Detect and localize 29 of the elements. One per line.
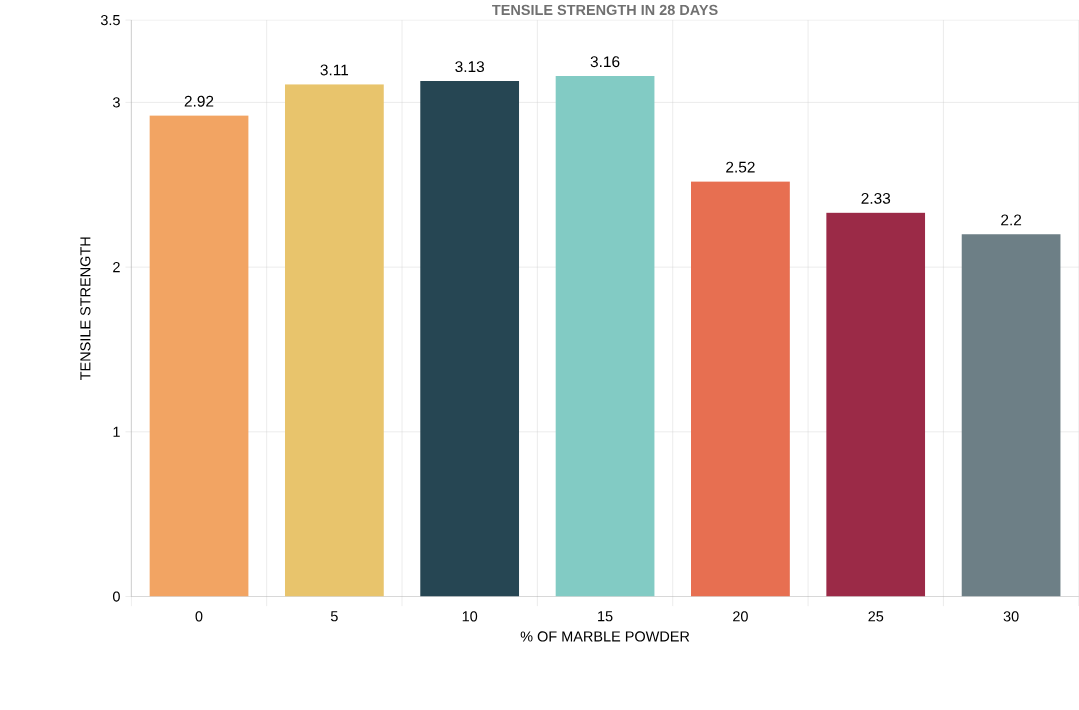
bar <box>555 75 655 597</box>
chart-title: TENSILE STRENGTH IN 28 DAYS <box>492 4 718 15</box>
x-tick-label: 10 <box>462 611 478 622</box>
x-tick-label: 20 <box>733 611 748 622</box>
bar <box>826 212 926 597</box>
data-label: 3.16 <box>590 56 620 68</box>
y-tick-label: 0 <box>112 591 120 602</box>
y-axis-title: TENSILE STRENGTH <box>80 237 91 380</box>
bar <box>284 84 384 597</box>
data-label: 3.11 <box>320 64 349 76</box>
x-tick-label: 5 <box>330 611 338 622</box>
bar <box>691 181 790 597</box>
x-tick-label: 15 <box>598 611 613 622</box>
y-tick-label: 3.5 <box>100 14 120 26</box>
x-tick-label: 0 <box>195 611 203 622</box>
y-tick-label: 1 <box>113 426 120 437</box>
bar <box>961 234 1061 597</box>
data-label: 3.13 <box>455 61 485 73</box>
data-label: 2.52 <box>726 161 755 173</box>
bar <box>420 80 520 597</box>
x-tick-label: 30 <box>1003 611 1019 622</box>
data-label: 2.2 <box>1001 214 1022 226</box>
x-axis-title: % OF MARBLE POWDER <box>520 631 690 642</box>
data-label: 2.33 <box>861 192 891 204</box>
y-tick-label: 3 <box>112 97 120 108</box>
bar <box>149 115 249 597</box>
y-tick-label: 2 <box>113 261 120 273</box>
data-label: 2.92 <box>184 95 214 107</box>
x-tick-label: 25 <box>868 611 884 622</box>
